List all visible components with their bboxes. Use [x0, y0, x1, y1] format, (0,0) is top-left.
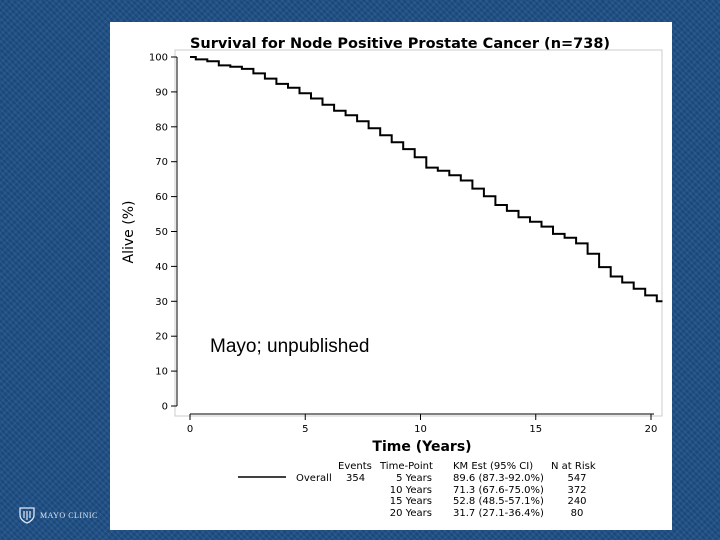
table-n-at-risk-10: 372: [567, 485, 586, 496]
x-axis-label: Time (Years): [372, 439, 471, 455]
table-km-est-10: 71.3 (67.6-75.0%): [453, 485, 544, 496]
series-line-overall: [190, 56, 663, 303]
table-n-at-risk-5: 547: [567, 473, 586, 484]
table-header-n-at-risk: N at Risk: [551, 461, 596, 472]
table-time-point-10: 10 Years: [390, 485, 432, 496]
legend-label-overall: Overall: [296, 473, 332, 484]
source-annotation: Mayo; unpublished: [210, 336, 370, 357]
y-tick-label: 30: [155, 297, 168, 308]
y-axis-ticks: 0 10 20 30 40 50 60 70 80 90 100: [149, 53, 177, 413]
plot-frame: [174, 49, 663, 417]
y-tick-label: 40: [155, 262, 168, 273]
y-tick-label: 10: [155, 367, 168, 378]
table-header-time-point: Time-Point: [379, 461, 433, 472]
x-tick-label: 10: [414, 424, 427, 435]
x-tick-label: 5: [302, 424, 308, 435]
y-tick-label: 0: [162, 402, 168, 413]
table-n-at-risk-15: 240: [567, 496, 586, 507]
table-km-est-15: 52.8 (48.5-57.1%): [453, 496, 544, 507]
logo-text: MAYO CLINIC: [40, 510, 98, 520]
table-time-point-20: 20 Years: [390, 508, 432, 519]
table-n-at-risk-20: 80: [571, 508, 584, 519]
chart-panel: Survival for Node Positive Prostate Canc…: [110, 22, 672, 530]
y-tick-label: 80: [155, 122, 168, 133]
mayo-clinic-logo: MAYO CLINIC: [18, 506, 98, 524]
chart-title: Survival for Node Positive Prostate Canc…: [190, 36, 610, 52]
risk-table: Events Time-Point KM Est (95% CI) N at R…: [238, 461, 596, 519]
x-tick-label: 20: [645, 424, 658, 435]
y-tick-label: 90: [155, 87, 168, 98]
x-tick-label: 0: [187, 424, 193, 435]
table-km-est-20: 31.7 (27.1-36.4%): [453, 508, 544, 519]
y-tick-label: 60: [155, 192, 168, 203]
table-time-point-15: 15 Years: [390, 496, 432, 507]
table-header-events: Events: [338, 461, 372, 472]
x-axis-ticks: 0 5 10 15 20: [187, 414, 658, 435]
y-axis-label: Alive (%): [121, 201, 137, 264]
y-tick-label: 50: [155, 227, 168, 238]
table-events-value: 354: [346, 473, 365, 484]
y-tick-label: 20: [155, 332, 168, 343]
y-tick-label: 100: [149, 53, 168, 64]
survival-chart: Survival for Node Positive Prostate Canc…: [121, 36, 663, 519]
x-tick-label: 15: [529, 424, 542, 435]
table-header-km-est: KM Est (95% CI): [453, 461, 533, 472]
y-tick-label: 70: [155, 157, 168, 168]
shield-logo-icon: [19, 507, 35, 524]
table-km-est-5: 89.6 (87.3-92.0%): [453, 473, 544, 484]
table-time-point-5: 5 Years: [396, 473, 432, 484]
